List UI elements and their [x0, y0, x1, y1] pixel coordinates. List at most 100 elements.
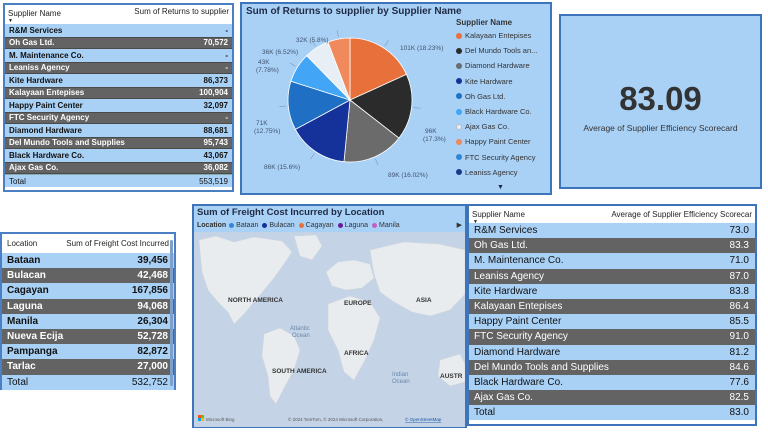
pie-legend-title: Supplier Name	[456, 18, 513, 27]
table-row[interactable]: Kalayaan Entepises 100,904	[5, 86, 232, 99]
efficiency-total-row: Total 83.0	[469, 405, 755, 421]
map-legend-item[interactable]: Bulacan	[262, 222, 295, 229]
legend-scroll-down-icon[interactable]: ▼	[497, 184, 504, 191]
returns-column-label[interactable]: Sum of Returns to supplier	[134, 7, 229, 16]
table-row[interactable]: Kite Hardware 83.8	[469, 283, 755, 299]
pie-slice[interactable]	[294, 99, 351, 163]
freight-table[interactable]: Location Sum of Freight Cost Incurred Ba…	[0, 232, 176, 390]
table-row[interactable]: Del Mundo Tools and Supplies 95,743	[5, 136, 232, 149]
europe-landmass	[325, 259, 375, 291]
table-row[interactable]: Leaniss Agency 87.0	[469, 268, 755, 284]
row-value: 32,097	[203, 100, 228, 110]
row-value: 42,468	[137, 270, 168, 282]
table-row[interactable]: Manila 26,304	[2, 313, 174, 329]
legend-dot-icon	[456, 154, 462, 161]
legend-item[interactable]: FTC Security Agency	[456, 150, 548, 165]
table-row[interactable]: Kite Hardware 86,373	[5, 74, 232, 87]
pie-data-label: 71K	[256, 120, 268, 127]
table-row[interactable]: FTC Security Agency -	[5, 111, 232, 124]
efficiency-table[interactable]: Supplier Name Average of Supplier Effici…	[467, 204, 757, 426]
supplier-column-header: Supplier Name ▼	[8, 8, 61, 24]
row-value: 167,856	[131, 285, 168, 297]
returns-table[interactable]: Supplier Name ▼ Sum of Returns to suppli…	[3, 3, 234, 192]
legend-dot-icon	[456, 169, 462, 176]
returns-pie-chart-panel[interactable]: Sum of Returns to supplier by Supplier N…	[240, 2, 552, 195]
table-row[interactable]: Happy Paint Center 32,097	[5, 99, 232, 112]
map-legend-item[interactable]: Manila	[372, 222, 400, 229]
pie-chart[interactable]: 101K (18.23%) 96K(17.3%) 89K (16.02%) 86K (…	[242, 20, 457, 190]
pie-data-label: 43K	[258, 59, 270, 66]
total-value: 83.0	[729, 407, 749, 419]
legend-item[interactable]: Oh Gas Ltd.	[456, 89, 548, 104]
pie-data-label: (7.78%)	[256, 67, 279, 74]
legend-item[interactable]: Black Hardware Co.	[456, 104, 548, 119]
label-australia: AUSTR	[440, 373, 463, 380]
pie-data-label: (17.3%)	[423, 136, 446, 143]
table-row[interactable]: Diamond Hardware 88,681	[5, 124, 232, 137]
table-row[interactable]: Ajax Gas Co. 82.5	[469, 390, 755, 406]
efficiency-kpi-card[interactable]: 83.09 Average of Supplier Efficiency Sco…	[559, 14, 762, 189]
sort-indicator-icon[interactable]: ▼	[473, 219, 478, 225]
table-row[interactable]: Happy Paint Center 85.5	[469, 314, 755, 330]
legend-item[interactable]: Kalayaan Entepises	[456, 28, 548, 43]
map-legend-item[interactable]: Laguna	[337, 222, 368, 229]
table-row[interactable]: R&M Services -	[5, 24, 232, 37]
pie-slice[interactable]	[343, 99, 400, 163]
table-row[interactable]: Nueva Ecija 52,728	[2, 328, 174, 345]
openstreetmap-link[interactable]: © OpenStreetMap	[405, 416, 442, 422]
row-label: Kalayaan Entepises	[474, 301, 563, 313]
table-row[interactable]: Laguna 94,068	[2, 298, 174, 314]
sort-indicator-icon[interactable]: ▼	[8, 18, 13, 24]
table-row[interactable]: M. Maintenance Co. -	[5, 49, 232, 62]
pie-slice[interactable]	[349, 73, 413, 139]
table-row[interactable]: Oh Gas Ltd. 70,572	[5, 36, 232, 49]
pie-slice[interactable]	[349, 37, 408, 101]
row-label: Black Hardware Co.	[9, 150, 85, 160]
map-legend-item[interactable]: Bataan	[229, 222, 258, 229]
row-label: Tarlac	[7, 361, 36, 373]
location-column-label[interactable]: Location	[7, 239, 38, 248]
legend-item[interactable]: Del Mundo Tools an...	[456, 43, 548, 58]
row-value: 70,572	[203, 38, 228, 48]
row-value: 81.2	[729, 346, 749, 358]
row-label: Pampanga	[7, 346, 58, 358]
legend-item[interactable]: Leaniss Agency	[456, 165, 548, 180]
table-row[interactable]: Cagayan 167,856	[2, 283, 174, 299]
vertical-scrollbar[interactable]	[170, 240, 173, 386]
row-value: 82,872	[137, 346, 168, 358]
table-row[interactable]: R&M Services 73.0	[469, 223, 755, 239]
table-row[interactable]: Oh Gas Ltd. 83.3	[469, 238, 755, 254]
legend-next-icon[interactable]: ▶	[456, 222, 462, 229]
pie-leader-line	[310, 153, 315, 160]
legend-item[interactable]: Diamond Hardware	[456, 58, 548, 73]
pie-slice[interactable]	[327, 37, 351, 101]
legend-item[interactable]: Ajax Gas Co.	[456, 119, 548, 134]
table-row[interactable]: Kalayaan Entepises 86.4	[469, 298, 755, 315]
table-row[interactable]: Diamond Hardware 81.2	[469, 344, 755, 360]
table-row[interactable]: Del Mundo Tools and Supplies 84.6	[469, 359, 755, 375]
row-label: Ajax Gas Co.	[474, 392, 533, 404]
freight-map-panel[interactable]: Sum of Freight Cost Incurred by Location…	[192, 204, 467, 428]
table-row[interactable]: Black Hardware Co. 77.6	[469, 374, 755, 391]
table-row[interactable]: Bataan 39,456	[2, 253, 174, 269]
freight-column-label[interactable]: Sum of Freight Cost Incurred	[66, 239, 169, 248]
pie-data-label: 86K (15.6%)	[264, 164, 300, 171]
supplier-column-label[interactable]: Supplier Name	[8, 9, 61, 18]
legend-item[interactable]: Happy Paint Center	[456, 134, 548, 149]
table-row[interactable]: Leaniss Agency -	[5, 61, 232, 74]
table-row[interactable]: Black Hardware Co. 43,067	[5, 149, 232, 162]
supplier-column-label[interactable]: Supplier Name	[472, 210, 525, 219]
table-row[interactable]: Tarlac 27,000	[2, 359, 174, 375]
row-value: 82.5	[729, 392, 749, 404]
legend-item[interactable]: Kite Hardware	[456, 74, 548, 89]
legend-dot-icon	[262, 222, 268, 228]
table-row[interactable]: Bulacan 42,468	[2, 268, 174, 284]
avg-column-label[interactable]: Average of Supplier Efficiency Scorecar	[611, 210, 752, 219]
table-row[interactable]: FTC Security Agency 91.0	[469, 329, 755, 345]
table-row[interactable]: Pampanga 82,872	[2, 344, 174, 360]
map-legend-item[interactable]: Cagayan	[298, 222, 334, 229]
row-label: Kite Hardware	[9, 75, 63, 85]
table-row[interactable]: M. Maintenance Co. 71.0	[469, 253, 755, 269]
world-map[interactable]: NORTH AMERICA EUROPE ASIA AFRICA SOUTH A…	[194, 232, 465, 427]
table-row[interactable]: Ajax Gas Co. 36,082	[5, 161, 232, 174]
